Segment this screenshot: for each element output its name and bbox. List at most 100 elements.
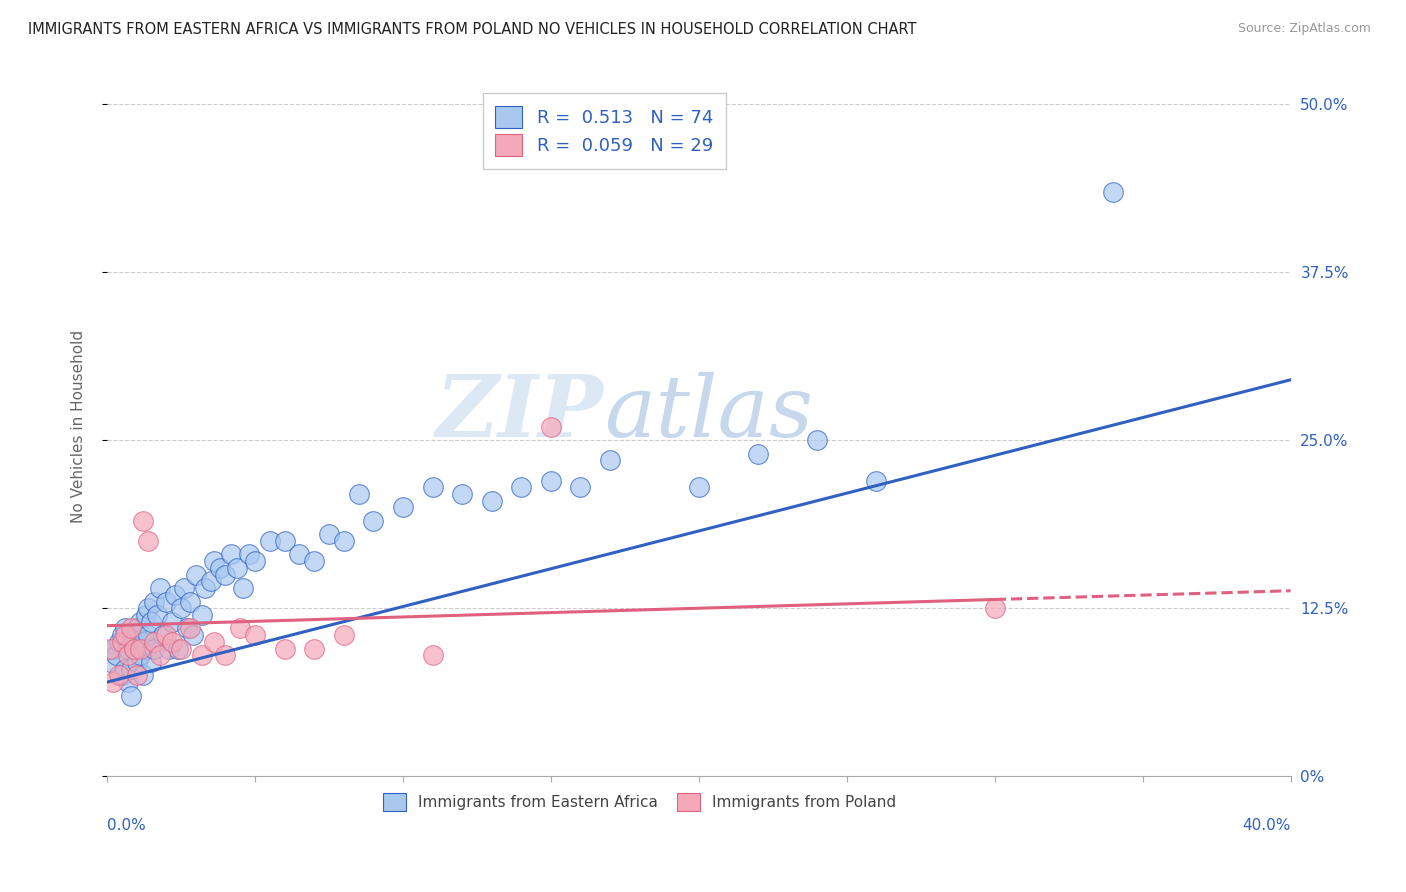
- Point: [288, 548, 311, 562]
- Point: [540, 474, 562, 488]
- Point: [184, 567, 207, 582]
- Point: [226, 561, 249, 575]
- Point: [333, 534, 356, 549]
- Point: [302, 641, 325, 656]
- Point: [128, 641, 150, 656]
- Point: [120, 689, 142, 703]
- Point: [569, 480, 592, 494]
- Point: [114, 628, 136, 642]
- Point: [117, 675, 139, 690]
- Text: atlas: atlas: [605, 371, 813, 454]
- Point: [122, 641, 145, 656]
- Point: [160, 615, 183, 629]
- Point: [481, 493, 503, 508]
- Point: [214, 648, 236, 663]
- Point: [273, 641, 295, 656]
- Point: [131, 635, 153, 649]
- Point: [510, 480, 533, 494]
- Point: [243, 628, 266, 642]
- Point: [179, 594, 201, 608]
- Point: [98, 641, 121, 656]
- Point: [101, 675, 124, 690]
- Text: IMMIGRANTS FROM EASTERN AFRICA VS IMMIGRANTS FROM POLAND NO VEHICLES IN HOUSEHOL: IMMIGRANTS FROM EASTERN AFRICA VS IMMIGR…: [28, 22, 917, 37]
- Point: [243, 554, 266, 568]
- Point: [202, 635, 225, 649]
- Point: [181, 628, 204, 642]
- Point: [138, 628, 160, 642]
- Point: [214, 567, 236, 582]
- Point: [333, 628, 356, 642]
- Point: [122, 635, 145, 649]
- Point: [138, 601, 160, 615]
- Point: [122, 641, 145, 656]
- Point: [194, 581, 217, 595]
- Point: [167, 641, 190, 656]
- Point: [540, 419, 562, 434]
- Point: [141, 655, 163, 669]
- Point: [120, 621, 142, 635]
- Point: [143, 635, 166, 649]
- Point: [238, 548, 260, 562]
- Point: [128, 615, 150, 629]
- Point: [111, 668, 134, 682]
- Point: [208, 561, 231, 575]
- Point: [259, 534, 281, 549]
- Point: [135, 607, 157, 622]
- Point: [160, 635, 183, 649]
- Point: [141, 615, 163, 629]
- Point: [98, 655, 121, 669]
- Point: [865, 474, 887, 488]
- Point: [179, 621, 201, 635]
- Point: [108, 635, 131, 649]
- Text: 0.0%: 0.0%: [107, 818, 146, 833]
- Point: [170, 641, 193, 656]
- Point: [983, 601, 1005, 615]
- Point: [302, 554, 325, 568]
- Point: [131, 668, 153, 682]
- Point: [599, 453, 621, 467]
- Point: [149, 648, 172, 663]
- Point: [392, 500, 415, 515]
- Point: [688, 480, 710, 494]
- Point: [806, 434, 828, 448]
- Point: [114, 621, 136, 635]
- Point: [117, 648, 139, 663]
- Point: [170, 601, 193, 615]
- Point: [146, 607, 169, 622]
- Point: [200, 574, 222, 589]
- Point: [176, 621, 198, 635]
- Point: [143, 641, 166, 656]
- Point: [120, 662, 142, 676]
- Point: [347, 487, 370, 501]
- Point: [125, 668, 148, 682]
- Point: [155, 628, 177, 642]
- Text: ZIP: ZIP: [436, 371, 605, 455]
- Point: [190, 648, 212, 663]
- Point: [318, 527, 340, 541]
- Text: 40.0%: 40.0%: [1243, 818, 1291, 833]
- Point: [128, 648, 150, 663]
- Point: [273, 534, 295, 549]
- Point: [221, 548, 243, 562]
- Point: [125, 655, 148, 669]
- Point: [131, 514, 153, 528]
- Point: [152, 628, 174, 642]
- Point: [747, 447, 769, 461]
- Point: [190, 607, 212, 622]
- Point: [451, 487, 474, 501]
- Point: [117, 641, 139, 656]
- Point: [138, 534, 160, 549]
- Point: [173, 581, 195, 595]
- Point: [143, 594, 166, 608]
- Point: [149, 581, 172, 595]
- Point: [135, 641, 157, 656]
- Text: Source: ZipAtlas.com: Source: ZipAtlas.com: [1237, 22, 1371, 36]
- Point: [232, 581, 254, 595]
- Point: [1102, 185, 1125, 199]
- Point: [155, 594, 177, 608]
- Legend: Immigrants from Eastern Africa, Immigrants from Poland: Immigrants from Eastern Africa, Immigran…: [377, 787, 903, 817]
- Point: [165, 588, 187, 602]
- Point: [108, 668, 131, 682]
- Point: [111, 628, 134, 642]
- Point: [229, 621, 252, 635]
